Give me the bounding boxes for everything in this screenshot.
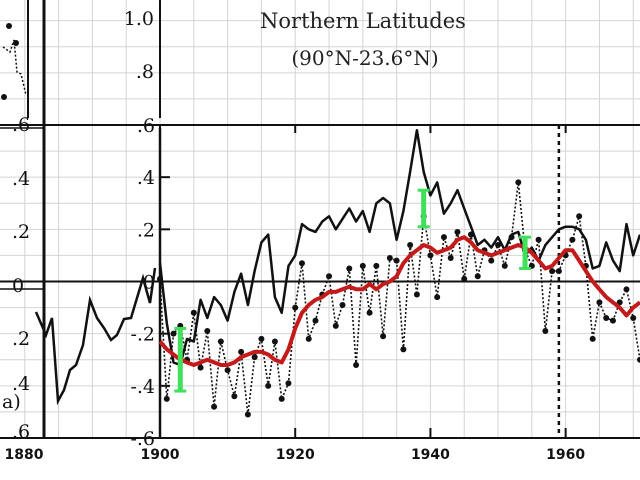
series-point (434, 294, 441, 301)
chart-title: Northern Latitudes (260, 9, 466, 33)
upper-panel-point (1, 94, 7, 100)
series-point (495, 241, 502, 248)
series-point (251, 354, 258, 361)
series-point (190, 309, 197, 316)
series-point (623, 286, 630, 293)
y-tick-label: -.2 (130, 324, 155, 346)
upper-panel-point (6, 23, 12, 29)
series-point (542, 328, 549, 335)
series-point (231, 393, 238, 400)
series-point (440, 234, 447, 241)
series-point (427, 252, 434, 259)
series-point (535, 236, 542, 243)
series-point (326, 273, 333, 280)
series-point (400, 346, 407, 353)
chart-subtitle: (90°N-23.6°N) (291, 46, 438, 70)
series-point (204, 328, 211, 335)
series-point (366, 309, 373, 316)
left-axis-tick-label: .4 (12, 373, 30, 395)
series-point (359, 262, 366, 269)
upper-panel-trace (2, 39, 27, 96)
series-point (488, 257, 495, 264)
series-point (292, 304, 299, 311)
series-point (339, 301, 346, 308)
left-axis-tick-label: .2 (12, 221, 30, 243)
series-point (454, 228, 461, 235)
y-tick-label: .6 (137, 115, 155, 137)
upper-panel-point (13, 40, 19, 46)
series-point (576, 213, 583, 220)
series-point (589, 335, 596, 342)
series-point (157, 275, 163, 282)
series-point (332, 322, 339, 329)
error-bars (174, 188, 532, 393)
series-point (197, 364, 204, 371)
series-point (298, 260, 305, 267)
left-axis-tick-label: .2 (12, 328, 30, 350)
axis-ticks (159, 124, 567, 439)
series-point (461, 275, 468, 282)
upper-axis-tick-label: .8 (136, 61, 154, 83)
series-point (244, 411, 251, 418)
series-point (373, 262, 380, 269)
x-tick-label: 1900 (141, 447, 180, 463)
series-point (163, 395, 170, 402)
y-tick-label: .2 (137, 219, 155, 241)
series-point (630, 315, 637, 322)
x-tick-label: 1960 (546, 447, 585, 463)
series-point (238, 348, 245, 355)
x-tick-label: 1920 (276, 447, 315, 463)
left-panel-series (34, 267, 157, 406)
series-line-solid (158, 128, 640, 367)
series-point (312, 317, 319, 324)
series-point (616, 299, 623, 306)
series-point (380, 333, 387, 340)
series-point (353, 361, 360, 368)
left-axis-tick-label: .4 (12, 168, 30, 190)
series-point (346, 265, 353, 272)
upper-panel: 1.0 .8 Northern Latitudes (90°N-23.6°N) (1, 0, 466, 118)
series-point (217, 338, 224, 345)
series-line-smoothed (158, 235, 640, 367)
series-point (501, 262, 508, 269)
y-tick-label: .4 (137, 167, 155, 189)
series-point (596, 299, 603, 306)
series-point (170, 330, 177, 337)
series-point (224, 367, 231, 374)
series-point (467, 231, 474, 238)
y-tick-label: -.6 (130, 428, 155, 450)
series-point (278, 395, 285, 402)
left-axis-tick-label: 0 (12, 275, 24, 297)
series-layer (157, 128, 640, 418)
series-point (271, 338, 278, 345)
series-point (407, 241, 414, 248)
y-tick-label: -.4 (130, 376, 155, 398)
series-point (393, 257, 400, 264)
left-axis-tick-label: .6 (12, 421, 30, 443)
series-point (603, 315, 610, 322)
series-point (569, 236, 576, 243)
series-point (609, 317, 616, 324)
upper-axis-tick-label: 1.0 (124, 8, 154, 30)
series-point (549, 268, 556, 275)
series-point (447, 255, 454, 262)
series-point (515, 179, 522, 186)
series-point (386, 255, 393, 262)
series-point (285, 380, 292, 387)
series-point (211, 403, 218, 410)
series-point (258, 335, 265, 342)
series-point (305, 335, 312, 342)
series-point (413, 291, 420, 298)
panel-label: a) (2, 391, 21, 413)
series-point (508, 234, 515, 241)
left-x-tick-label: 1880 (5, 447, 44, 463)
series-point (474, 273, 481, 280)
series-point (265, 382, 272, 389)
x-tick-label: 1940 (411, 447, 450, 463)
series-point (637, 356, 640, 363)
grid (0, 0, 640, 439)
series-point (555, 268, 562, 275)
